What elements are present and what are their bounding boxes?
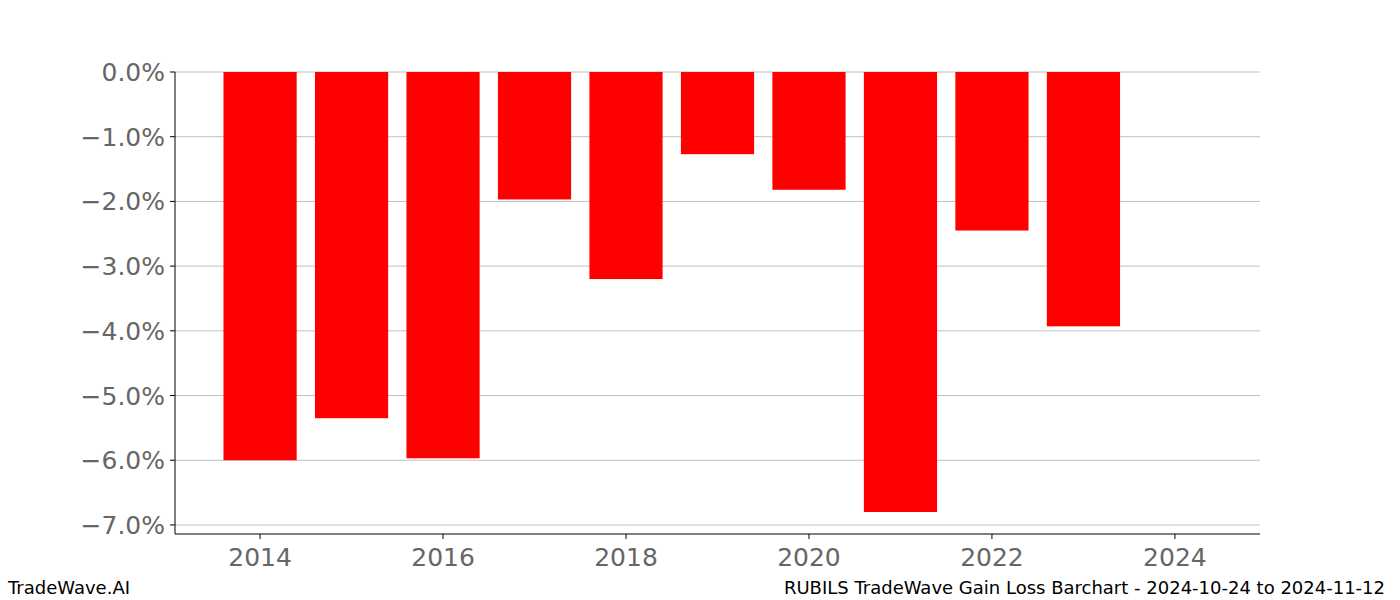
bar bbox=[1047, 72, 1120, 326]
x-tick-label: 2014 bbox=[228, 543, 292, 572]
x-axis bbox=[175, 534, 1260, 535]
y-tick bbox=[170, 266, 175, 267]
y-tick-label: −1.0% bbox=[81, 123, 165, 152]
bar bbox=[772, 72, 845, 190]
y-tick bbox=[170, 395, 175, 396]
annotation: TradeWave.AI bbox=[7, 577, 130, 598]
y-tick-label: −7.0% bbox=[81, 511, 165, 540]
bar bbox=[315, 72, 388, 418]
x-tick-label: 2022 bbox=[960, 543, 1024, 572]
y-tick bbox=[170, 460, 175, 461]
grid-line bbox=[175, 524, 1260, 525]
bar bbox=[864, 72, 937, 512]
x-tick-label: 2018 bbox=[594, 543, 658, 572]
x-tick-label: 2020 bbox=[777, 543, 841, 572]
bars bbox=[223, 72, 1120, 512]
y-tick-label: −5.0% bbox=[81, 382, 165, 411]
y-tick bbox=[170, 136, 175, 137]
x-tick bbox=[260, 534, 261, 539]
bar bbox=[498, 72, 571, 199]
y-tick bbox=[170, 201, 175, 202]
y-tick-label: 0.0% bbox=[101, 58, 165, 87]
bar bbox=[955, 72, 1028, 231]
y-tick bbox=[170, 330, 175, 331]
bar bbox=[406, 72, 479, 458]
x-tick bbox=[1174, 534, 1175, 539]
y-tick bbox=[170, 72, 175, 73]
title: RUBILS TradeWave Gain Loss Barchart - 20… bbox=[784, 577, 1385, 598]
chart: 0.0% −1.0% −2.0% −3.0% −4.0% −5.0% −6.0% −7.0% 2… bbox=[0, 0, 1400, 600]
y-tick bbox=[170, 524, 175, 525]
x-tick-label: 2024 bbox=[1143, 543, 1207, 572]
y-tick-label: −2.0% bbox=[81, 187, 165, 216]
bar bbox=[589, 72, 662, 279]
y-axis bbox=[175, 72, 176, 534]
y-tick-label: −6.0% bbox=[81, 446, 165, 475]
x-tick-label: 2016 bbox=[411, 543, 475, 572]
bar bbox=[223, 72, 296, 460]
x-tick bbox=[626, 534, 627, 539]
x-tick bbox=[443, 534, 444, 539]
x-tick bbox=[991, 534, 992, 539]
grid-line bbox=[175, 460, 1260, 461]
y-tick-label: −4.0% bbox=[81, 317, 165, 346]
y-tick-label: −3.0% bbox=[81, 252, 165, 281]
x-tick bbox=[808, 534, 809, 539]
bar bbox=[681, 72, 754, 154]
